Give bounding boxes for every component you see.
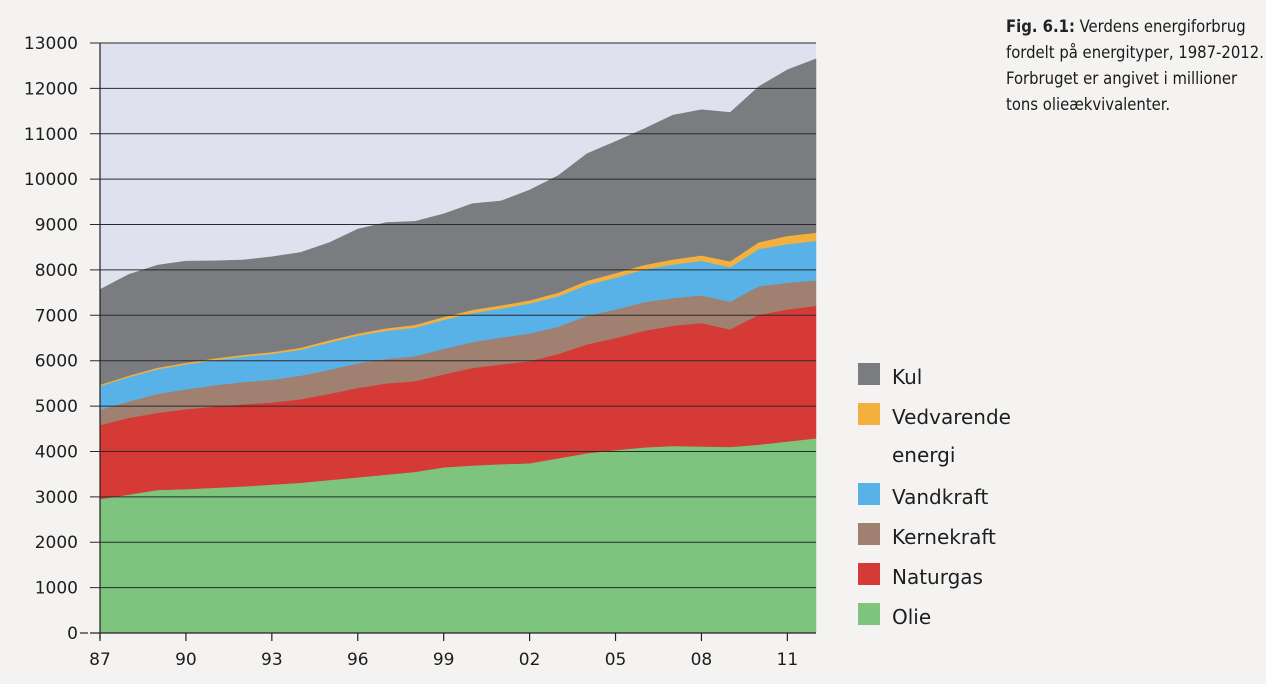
y-tick-label: 13000 — [24, 34, 78, 54]
y-tick-label: 12000 — [24, 79, 78, 99]
legend-swatch — [858, 603, 880, 625]
legend-label: Kernekraft — [892, 525, 996, 549]
legend-item-olie: Olie — [858, 594, 1078, 634]
legend-item-vedvarende-energi: Vedvarende energi — [858, 394, 1078, 474]
figure-label: Fig. 6.1: — [1006, 17, 1075, 36]
legend-swatch — [858, 483, 880, 505]
y-tick-label: 11000 — [24, 125, 78, 145]
x-tick-label: 11 — [777, 650, 799, 670]
x-tick-label: 05 — [605, 650, 627, 670]
y-tick-label: 8000 — [35, 261, 78, 281]
y-tick-label: 6000 — [35, 352, 78, 372]
y-tick-label: 10000 — [24, 170, 78, 190]
figure-caption-text: Verdens energiforbrug fordelt på energit… — [1006, 17, 1264, 114]
y-tick-label: 2000 — [35, 533, 78, 553]
x-tick-label: 90 — [175, 650, 197, 670]
y-tick-label: 1000 — [35, 579, 78, 599]
y-tick-label: 4000 — [35, 442, 78, 462]
legend-label: Naturgas — [892, 565, 983, 589]
y-tick-label: 7000 — [35, 306, 78, 326]
x-tick-label: 99 — [433, 650, 455, 670]
legend-swatch — [858, 563, 880, 585]
y-tick-label: 5000 — [35, 397, 78, 417]
y-tick-label: 3000 — [35, 488, 78, 508]
legend: Kul Vedvarende energi Vandkraft Kernekraft N… — [858, 354, 1078, 634]
legend-label: Vedvarende energi — [892, 405, 1011, 467]
legend-label: Kul — [892, 365, 923, 389]
y-tick-label: 0 — [67, 624, 78, 644]
legend-swatch — [858, 523, 880, 545]
x-tick-label: 02 — [519, 650, 541, 670]
legend-label: Olie — [892, 605, 932, 629]
x-tick-label: 87 — [89, 650, 111, 670]
legend-item-kul: Kul — [858, 354, 1078, 394]
legend-item-kernekraft: Kernekraft — [858, 514, 1078, 554]
legend-label: Vandkraft — [892, 485, 989, 509]
legend-item-naturgas: Naturgas — [858, 554, 1078, 594]
x-tick-label: 96 — [347, 650, 369, 670]
x-tick-label: 93 — [261, 650, 283, 670]
figure-caption: Fig. 6.1: Verdens energiforbrug fordelt … — [1006, 14, 1264, 118]
y-tick-label: 9000 — [35, 216, 78, 236]
legend-item-vandkraft: Vandkraft — [858, 474, 1078, 514]
legend-swatch — [858, 363, 880, 385]
x-tick-label: 08 — [691, 650, 713, 670]
legend-swatch — [858, 403, 880, 425]
area-kul — [99, 58, 817, 386]
